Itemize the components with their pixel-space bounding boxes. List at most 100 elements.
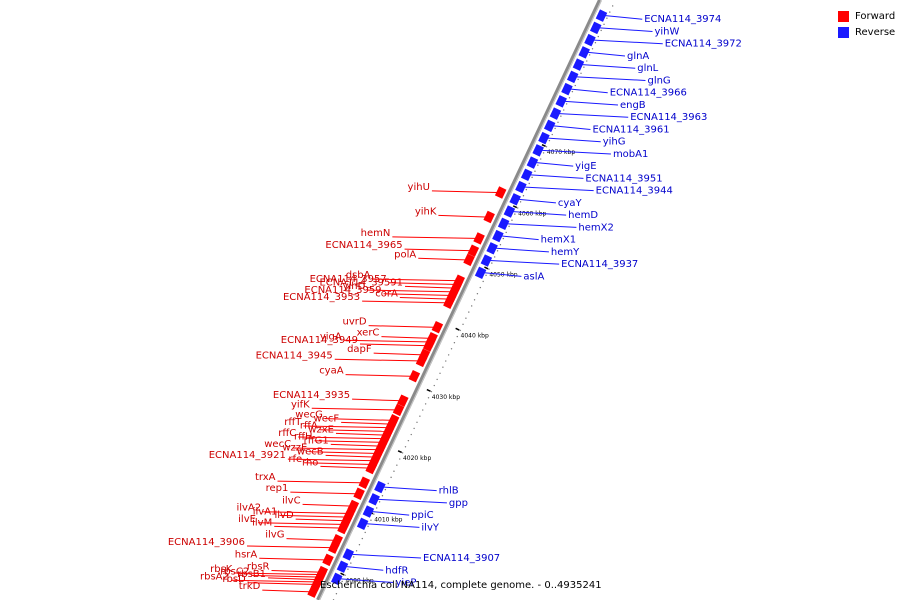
forward-leader (381, 336, 429, 339)
forward-gene-ECNA114_3935 (397, 394, 409, 407)
forward-leader (345, 374, 411, 377)
forward-gene-label: rbsA2 (200, 571, 229, 582)
minor-tick (358, 544, 361, 546)
forward-gene-label: dapF (347, 344, 372, 355)
minor-tick (571, 90, 574, 93)
minor-tick (591, 48, 594, 50)
forward-gene-label: cyaA (319, 366, 344, 377)
forward-gene-label: wecG (295, 410, 323, 421)
forward-leader (325, 454, 373, 458)
reverse-leader (547, 137, 601, 143)
forward-gene-dsbA (453, 274, 465, 287)
forward-leader (302, 503, 350, 507)
reverse-gene-label: hemX1 (541, 235, 576, 246)
forward-gene-label: dsbA (346, 270, 371, 281)
reverse-gene-label: ECNA114_3974 (644, 14, 721, 25)
minor-tick (436, 378, 438, 381)
forward-gene-label: xerC (357, 328, 380, 339)
forward-gene-trxA (358, 476, 371, 489)
forward-gene-label: ECNA114_3953 (283, 292, 360, 303)
reverse-gene-label: aslA (523, 271, 544, 282)
reverse-leader (588, 51, 626, 57)
tick-label-4060: 4060 kbp (518, 210, 546, 217)
forward-leader (263, 511, 346, 514)
forward-leader (287, 458, 371, 462)
legend: Forward Reverse (838, 8, 895, 40)
forward-leader (334, 358, 418, 362)
backbone-line (316, 0, 602, 601)
minor-tick (594, 41, 597, 44)
minor-tick (517, 207, 519, 209)
forward-gene-dapF (418, 348, 431, 361)
major-tick (484, 266, 489, 270)
legend-item-reverse: Reverse (838, 24, 895, 40)
forward-gene-label: yifK (291, 399, 310, 410)
forward-leader (247, 582, 313, 585)
minor-tick (597, 35, 599, 38)
forward-gene-hemN (473, 232, 485, 245)
forward-leader (304, 462, 369, 465)
reverse-gene-label: ECNA114_3972 (665, 39, 742, 50)
forward-gene-label: wecC (264, 439, 291, 450)
minor-tick (551, 133, 553, 136)
forward-leader (290, 491, 356, 495)
minor-tick (367, 525, 369, 528)
forward-leader (335, 432, 383, 436)
minor-tick (514, 213, 516, 215)
reverse-gene-label: ECNA114_3907 (423, 553, 500, 564)
forward-gene-label: ECNA114_3949 (281, 335, 358, 346)
forward-leader (368, 325, 434, 328)
reverse-leader (530, 174, 584, 179)
reverse-leader (605, 15, 643, 20)
minor-tick (511, 219, 513, 221)
minor-tick (352, 556, 355, 558)
minor-tick (606, 17, 608, 19)
reverse-leader (378, 498, 447, 504)
reverse-gene-label: engB (620, 100, 646, 111)
reverse-gene-label: yieP (396, 578, 417, 589)
forward-leader (431, 190, 497, 194)
tick-label-4040: 4040 kbp (461, 333, 489, 340)
minor-tick (525, 188, 528, 191)
minor-tick (554, 127, 556, 130)
reverse-gene-label: yihW (654, 26, 679, 37)
reverse-leader (484, 272, 522, 277)
forward-gene-xerC (426, 332, 438, 345)
forward-gene-yihU (494, 186, 507, 199)
forward-gene-label: uvrD (343, 317, 367, 328)
reverse-leader (553, 125, 591, 130)
tick-label-4000: 4000 kbp (345, 578, 373, 585)
reverse-gene-label: ECNA114_3937 (561, 259, 638, 270)
minor-tick (502, 237, 505, 240)
forward-gene-rbsR (316, 565, 329, 579)
legend-swatch-reverse (838, 26, 849, 38)
forward-gene-label: rbsB1 (237, 569, 266, 580)
forward-gene-label: ilvE (238, 514, 256, 525)
minor-tick (560, 115, 562, 117)
reverse-gene-hemX1 (492, 229, 504, 243)
forward-leader (341, 421, 388, 425)
reverse-leader (559, 113, 629, 118)
forward-leader (373, 352, 421, 356)
minor-tick (447, 354, 450, 356)
forward-gene-label: yigA (320, 331, 342, 342)
reverse-leader (542, 149, 611, 155)
minor-tick (611, 5, 614, 7)
reverse-leader (507, 223, 577, 228)
major-tick (397, 450, 403, 454)
minor-tick (384, 488, 387, 491)
forward-leader (293, 447, 376, 451)
minor-tick (453, 341, 456, 344)
minor-tick (427, 397, 430, 399)
minor-tick (583, 66, 585, 68)
forward-gene-label: rbsD (222, 574, 246, 585)
minor-tick (439, 372, 441, 375)
minor-tick (424, 403, 427, 405)
minor-tick (445, 360, 447, 362)
reverse-leader (593, 39, 663, 45)
reverse-gene-label: hemD (568, 210, 598, 221)
forward-gene-label: rffC (278, 428, 296, 439)
reverse-gene-label: hemY (551, 247, 580, 258)
minor-tick (335, 593, 338, 595)
minor-tick (347, 568, 349, 570)
